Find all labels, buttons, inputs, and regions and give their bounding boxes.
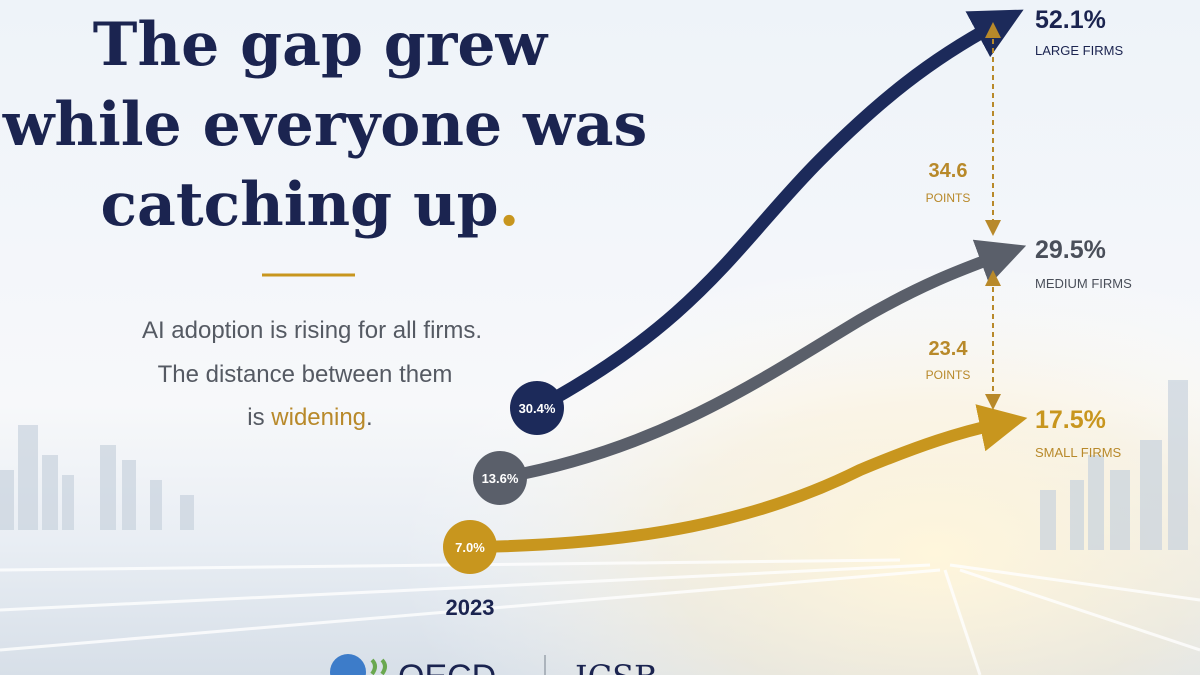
start-label: 13.6% (482, 471, 519, 486)
year-label: 2023 (446, 595, 495, 620)
small-firms-curve (464, 404, 1028, 553)
road-streaks (0, 558, 1200, 675)
subtitle-line: The distance between them (158, 361, 453, 388)
gap-unit: POINTS (926, 368, 971, 382)
firm-label: SMALL FIRMS (1035, 445, 1122, 460)
headline-line: The gap grew (93, 10, 549, 80)
end-value: 29.5% (1035, 236, 1106, 264)
firm-label: MEDIUM FIRMS (1035, 276, 1132, 291)
medium-firms-curve (494, 239, 1027, 484)
firm-label: LARGE FIRMS (1035, 43, 1123, 58)
subtitle-highlight: widening (270, 404, 366, 431)
end-value: 17.5% (1035, 406, 1106, 434)
headline-line: catching up. (100, 170, 519, 240)
subtitle-text: is (247, 404, 264, 431)
logo-text: OECD (398, 658, 496, 675)
gap-value: 34.6 (929, 160, 968, 182)
subtitle-line: AI adoption is rising for all firms. (142, 317, 482, 344)
start-marker (510, 381, 564, 435)
subtitle-text: . (366, 404, 373, 431)
start-marker (473, 451, 527, 505)
gap-unit: POINTS (926, 191, 971, 205)
headline-line: catching up (100, 170, 498, 240)
skyline (0, 380, 1188, 550)
headline-period: . (499, 170, 520, 240)
start-marker (443, 520, 497, 574)
end-value: 52.1% (1035, 6, 1106, 34)
gap-value: 23.4 (929, 338, 969, 360)
oecd-globe (330, 654, 366, 675)
oecd-leaves (370, 658, 387, 675)
start-label: 30.4% (519, 401, 556, 416)
large-firms-curve (530, 9, 1024, 415)
logo-text: ICSB (575, 658, 658, 675)
headline-line: while everyone was (2, 90, 648, 160)
start-label: 7.0% (455, 540, 485, 555)
subtitle-line: is widening. (247, 404, 372, 431)
